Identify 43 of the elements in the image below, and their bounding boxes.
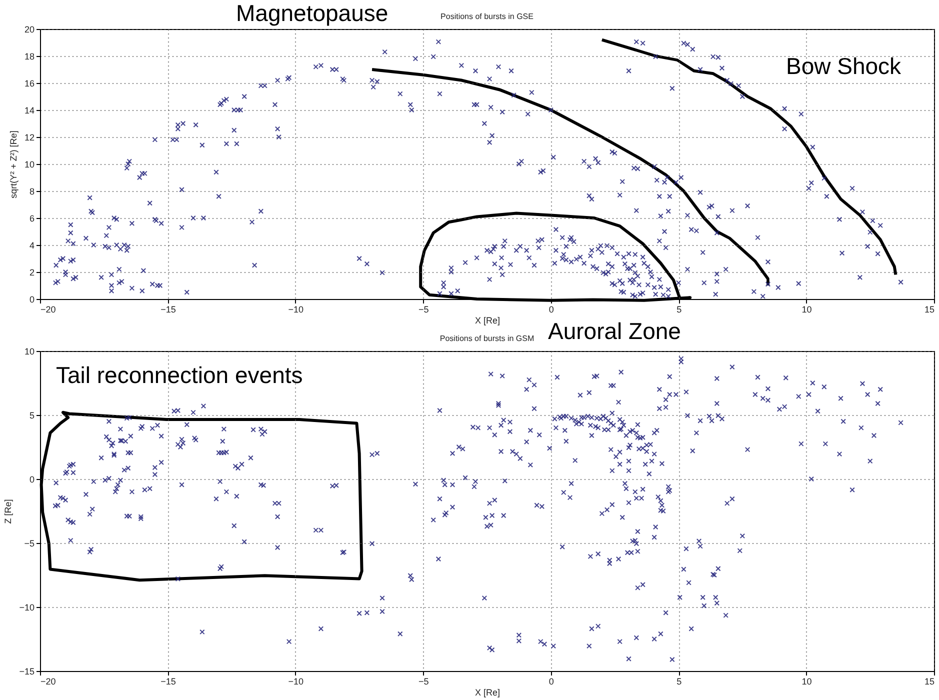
x-tick-label: −5 (418, 304, 429, 314)
y-tick-label: 4 (29, 240, 34, 250)
x-tick-label: 15 (924, 676, 934, 686)
x-tick-label: −10 (288, 304, 304, 314)
y-axis-title: sqrt(Y² + Z²) [Re] (8, 130, 18, 198)
chart-title: Positions of bursts in GSE (440, 12, 534, 21)
y-tick-label: 2 (29, 268, 34, 278)
chart-title: Positions of bursts in GSM (440, 334, 534, 343)
y-tick-label: 0 (29, 294, 34, 304)
x-tick-label: −15 (160, 676, 176, 686)
text: Auroral Zone (548, 318, 681, 344)
x-tick-label: 0 (548, 304, 554, 314)
y-tick-label: 18 (24, 52, 34, 62)
x-tick-label: 5 (676, 304, 682, 314)
y-tick-label: 8 (29, 186, 34, 196)
y-tick-label: 10 (24, 346, 34, 356)
text: Magnetopause (236, 0, 388, 26)
y-tick-label: 12 (24, 132, 34, 142)
x-axis-title: X [Re] (474, 316, 500, 326)
annotation: Tail reconnection events (56, 362, 303, 388)
y-tick-label: 20 (24, 24, 34, 34)
x-tick-label: 10 (802, 304, 812, 314)
y-tick-label: 0 (29, 474, 34, 484)
annotation: Bow Shock (786, 53, 902, 79)
x-tick-label: 10 (802, 676, 812, 686)
y-tick-label: −15 (19, 666, 34, 676)
x-tick-label: 15 (924, 304, 934, 314)
x-tick-label: −20 (40, 676, 56, 686)
y-tick-label: −10 (19, 602, 34, 612)
y-tick-label: −5 (24, 538, 34, 548)
y-tick-label: 6 (29, 214, 34, 224)
y-tick-label: 5 (29, 410, 34, 420)
x-tick-label: −10 (288, 676, 304, 686)
x-tick-label: −20 (40, 304, 56, 314)
y-axis-title: Z [Re] (3, 499, 14, 524)
x-tick-label: −5 (418, 676, 429, 686)
x-tick-label: 5 (676, 676, 682, 686)
y-tick-label: 16 (24, 78, 34, 88)
y-tick-label: 14 (24, 106, 34, 116)
x-tick-label: −15 (160, 304, 176, 314)
x-axis-title: X [Re] (474, 688, 500, 698)
x-tick-label: 0 (548, 676, 554, 686)
y-tick-label: 10 (24, 160, 34, 170)
